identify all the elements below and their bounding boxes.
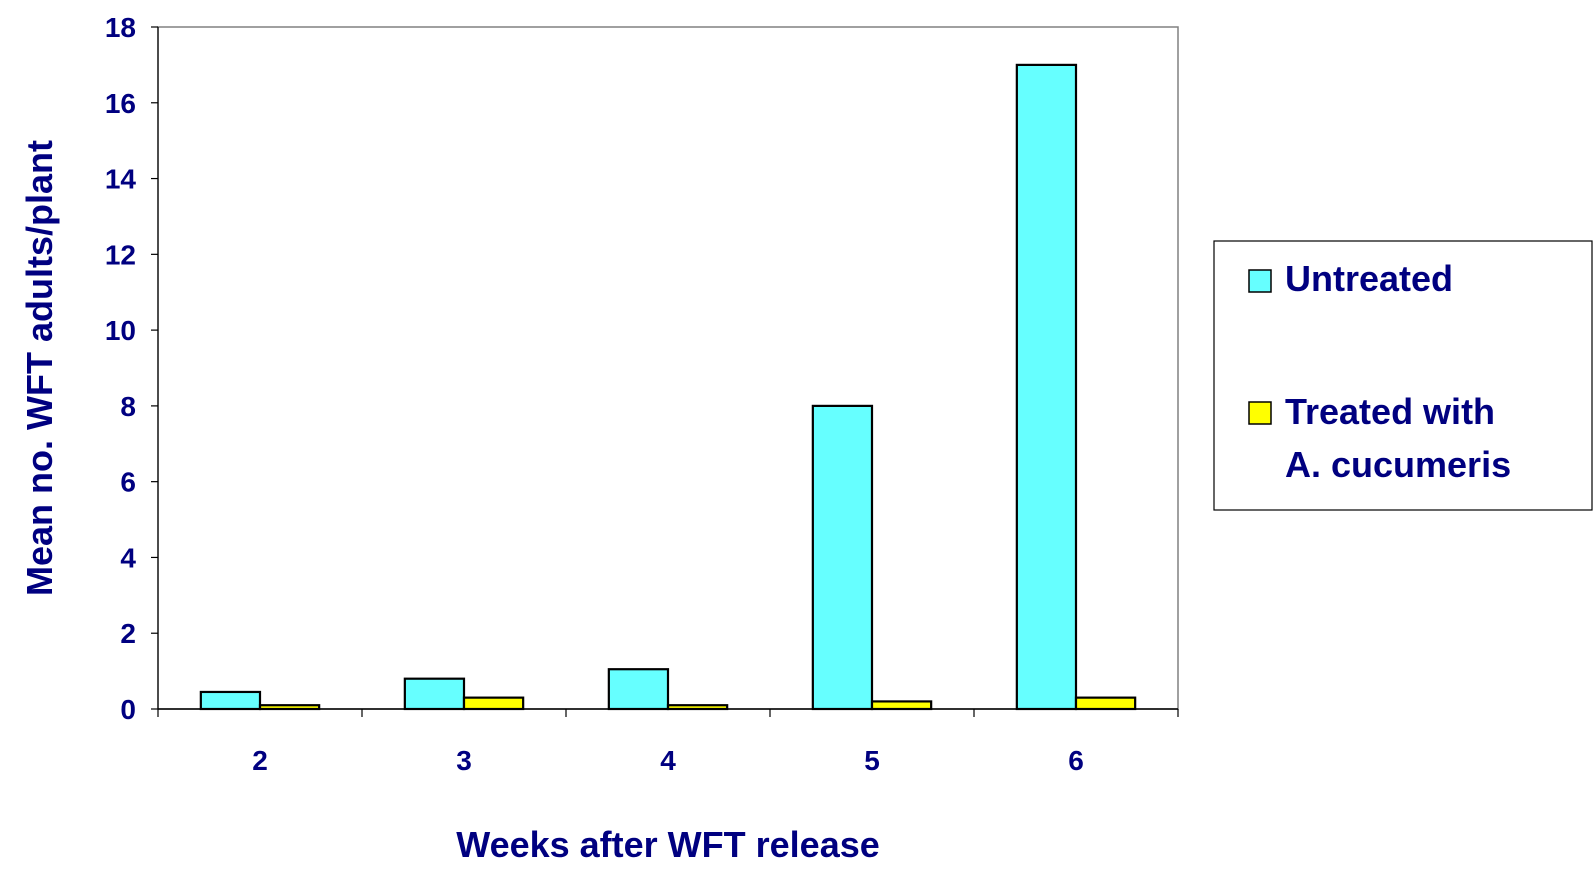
- x-tick-label: 5: [864, 745, 880, 776]
- x-axis: 2 3 4 5 6: [157, 708, 1179, 776]
- legend-label-untreated: Untreated: [1285, 258, 1453, 299]
- bar-treated-week-5: [870, 700, 933, 711]
- legend-box: [1213, 240, 1593, 511]
- bar-untreated-week-3: [403, 677, 466, 711]
- bars: [199, 63, 1137, 711]
- x-tick-label: 2: [252, 745, 268, 776]
- x-tick-label: 4: [660, 745, 676, 776]
- x-axis-title: Weeks after WFT release: [456, 824, 880, 865]
- y-tick-label: 18: [105, 12, 136, 43]
- legend-swatch-treated: [1248, 401, 1272, 425]
- bar-treated-week-2: [258, 704, 321, 711]
- x-tick-label: 3: [456, 745, 472, 776]
- y-axis: 0 2 4 6 8 10 12 14 16 18: [105, 12, 159, 725]
- bar-treated-week-4: [666, 704, 729, 711]
- y-tick-label: 10: [105, 315, 136, 346]
- x-tick-label: 6: [1068, 745, 1084, 776]
- bar-untreated-week-2: [199, 690, 262, 711]
- legend-swatch-untreated: [1248, 269, 1272, 293]
- legend-label-treated: Treated with A. cucumeris: [1285, 391, 1511, 485]
- y-tick-label: 8: [120, 391, 136, 422]
- bar-treated-week-6: [1074, 696, 1137, 711]
- y-axis-title: Mean no. WFT adults/plant: [19, 140, 60, 596]
- bar-untreated-week-4: [607, 668, 670, 711]
- y-tick-label: 16: [105, 88, 136, 119]
- bar-untreated-week-6: [1015, 63, 1078, 711]
- y-tick-label: 0: [120, 694, 136, 725]
- y-tick-label: 14: [105, 164, 137, 195]
- bar-untreated-week-5: [811, 404, 874, 711]
- legend-label-treated-line1: Treated with: [1285, 391, 1495, 432]
- y-tick-label: 2: [120, 618, 136, 649]
- bar-treated-week-3: [462, 696, 525, 711]
- y-tick-label: 4: [120, 542, 136, 573]
- y-tick-label: 12: [105, 239, 136, 270]
- legend: Untreated Treated with A. cucumeris: [1213, 240, 1593, 511]
- y-tick-label: 6: [120, 467, 136, 498]
- legend-label-treated-line2: A. cucumeris: [1285, 444, 1511, 485]
